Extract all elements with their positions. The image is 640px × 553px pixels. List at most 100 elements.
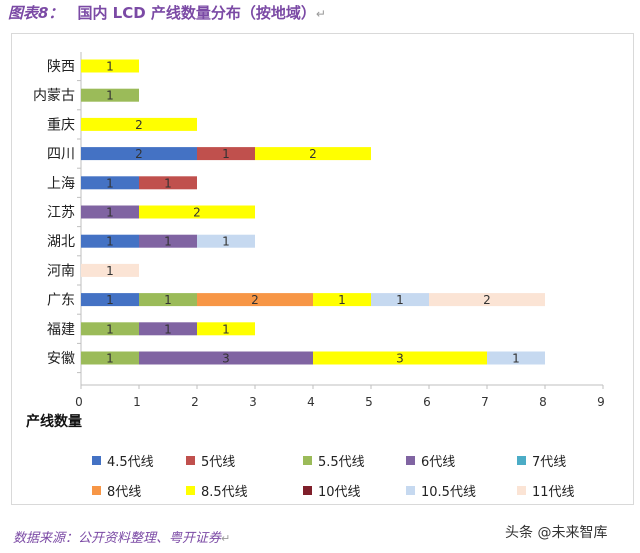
x-tick-label: 2 — [191, 395, 199, 409]
y-category-label: 广东 — [47, 293, 75, 309]
bar-segment — [197, 234, 255, 248]
legend-item: 8.5代线 — [186, 481, 248, 500]
x-tick-label: 8 — [539, 395, 547, 409]
bar-segment — [313, 293, 371, 307]
bar-value-label: 1 — [164, 235, 172, 249]
x-tick-label: 4 — [307, 395, 315, 409]
legend-label: 11代线 — [532, 485, 575, 500]
bar-value-label: 2 — [193, 206, 201, 220]
x-tick-label: 7 — [481, 395, 489, 409]
legend-label: 5代线 — [201, 455, 236, 470]
legend-swatch — [406, 486, 415, 495]
bar-segment — [197, 293, 313, 307]
bar-segment — [81, 293, 139, 307]
legend-label: 10.5代线 — [421, 485, 476, 500]
y-category-label: 安徽 — [47, 351, 75, 367]
legend-item: 11代线 — [517, 481, 575, 500]
bar-value-label: 3 — [222, 352, 230, 366]
bar-value-label: 3 — [396, 352, 404, 366]
bar-segment — [81, 176, 139, 190]
y-category-label: 重庆 — [47, 117, 75, 133]
bar-value-label: 1 — [164, 176, 172, 190]
watermark: 头条 @未来智库 — [505, 525, 608, 541]
x-tick-label: 1 — [133, 395, 141, 409]
bar-value-label: 2 — [251, 293, 259, 307]
x-tick-label: 3 — [249, 395, 257, 409]
y-category-label: 河南 — [47, 263, 75, 279]
legend-item: 10.5代线 — [406, 481, 476, 500]
legend-swatch — [92, 486, 101, 495]
bar-value-label: 1 — [222, 322, 230, 336]
legend-swatch — [92, 456, 101, 465]
legend-swatch — [517, 456, 526, 465]
figure-label: 图表8： — [8, 4, 64, 22]
bar-value-label: 2 — [135, 118, 143, 132]
bar-value-label: 1 — [106, 89, 114, 103]
bar-value-label: 1 — [338, 293, 346, 307]
data-source: 数据来源：公开资料整理、粤开证券↵ — [13, 527, 230, 546]
legend-label: 6代线 — [421, 455, 456, 470]
legend-swatch — [517, 486, 526, 495]
legend-label: 10代线 — [318, 485, 361, 500]
bar-value-label: 1 — [106, 264, 114, 278]
bar-segment — [139, 293, 197, 307]
legend-label: 7代线 — [532, 455, 567, 470]
bar-value-label: 1 — [106, 352, 114, 366]
y-category-label: 上海 — [47, 176, 75, 192]
legend-item: 7代线 — [517, 451, 566, 470]
bar-value-label: 1 — [106, 176, 114, 190]
legend-item: 4.5代线 — [92, 451, 154, 470]
legend-item: 6代线 — [406, 451, 455, 470]
bar-segment — [487, 351, 545, 365]
y-category-label: 内蒙古 — [33, 88, 75, 104]
legend-item: 8代线 — [92, 481, 141, 500]
bar-segment — [429, 293, 545, 307]
legend-swatch — [303, 456, 312, 465]
bar-segment — [139, 205, 255, 219]
bar-segment — [81, 59, 139, 73]
x-tick-label: 0 — [75, 395, 83, 409]
bar-segment — [313, 351, 487, 365]
bar-segment — [81, 88, 139, 102]
legend-label: 5.5代线 — [318, 455, 365, 470]
y-category-label: 陕西 — [47, 59, 75, 75]
y-category-label: 福建 — [47, 322, 75, 338]
bar-segment — [255, 147, 371, 161]
legend-item: 5代线 — [186, 451, 235, 470]
bar-segment — [139, 176, 197, 190]
bar-segment — [81, 351, 139, 365]
y-category-label: 江苏 — [47, 205, 75, 221]
bar-value-label: 2 — [309, 147, 317, 161]
legend-label: 8代线 — [107, 485, 142, 500]
legend-item: 5.5代线 — [303, 451, 365, 470]
y-category-label: 湖北 — [47, 234, 75, 250]
legend-label: 4.5代线 — [107, 455, 154, 470]
bar-value-label: 1 — [106, 293, 114, 307]
bar-value-label: 1 — [396, 293, 404, 307]
bar-value-label: 1 — [222, 147, 230, 161]
bar-value-label: 1 — [106, 235, 114, 249]
bar-value-label: 1 — [164, 322, 172, 336]
x-tick-label: 6 — [423, 395, 431, 409]
legend-item: 10代线 — [303, 481, 361, 500]
bar-segment — [81, 117, 197, 131]
bar-segment — [139, 234, 197, 248]
bar-segment — [81, 234, 139, 248]
bar-segment — [371, 293, 429, 307]
bar-value-label: 1 — [106, 322, 114, 336]
x-tick-label: 5 — [365, 395, 373, 409]
bar-segment — [197, 322, 255, 336]
legend-swatch — [303, 486, 312, 495]
bar-segment — [81, 322, 139, 336]
bar-segment — [197, 147, 255, 161]
legend-swatch — [406, 456, 415, 465]
return-mark: ↵ — [221, 532, 231, 545]
y-category-label: 四川 — [47, 147, 75, 163]
bar-value-label: 2 — [135, 147, 143, 161]
bar-segment — [139, 351, 313, 365]
bar-segment — [81, 205, 139, 219]
x-tick-label: 9 — [597, 395, 605, 409]
x-axis-title: 产线数量 — [26, 413, 82, 430]
legend-swatch — [186, 486, 195, 495]
